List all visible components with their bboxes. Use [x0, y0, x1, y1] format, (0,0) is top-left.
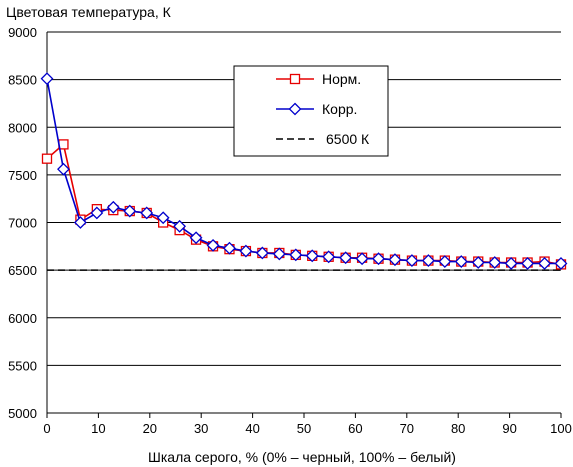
- series-corr-point: [123, 204, 137, 218]
- series-corr-point: [90, 206, 104, 220]
- series-norm-line: [46, 142, 562, 266]
- legend: Норм. Корр. 6500 К: [233, 65, 389, 157]
- gridlines: [47, 31, 561, 414]
- x-tick-label: 0: [43, 421, 50, 436]
- series-corr-point: [223, 241, 236, 255]
- x-tick-label: 80: [451, 421, 465, 436]
- y-tick-label: 7500: [8, 168, 37, 183]
- series-corr-point: [438, 255, 452, 268]
- series-corr-point: [289, 248, 303, 262]
- legend-item-6500k: 6500 К: [276, 131, 370, 147]
- y-tick-label: 5500: [8, 358, 37, 373]
- series-corr: [40, 72, 568, 270]
- series-corr-point: [521, 257, 535, 270]
- series-corr-point: [239, 244, 253, 258]
- series-corr-point: [454, 255, 468, 268]
- y-tick-label: 6500: [8, 263, 37, 278]
- series-corr-point: [504, 257, 518, 270]
- legend-swatch-marker: [289, 73, 301, 85]
- series-corr-point: [173, 219, 187, 233]
- series-corr-point: [189, 231, 203, 245]
- y-tick-label: 7000: [8, 216, 37, 231]
- series-corr-point: [538, 257, 551, 270]
- legend-label: 6500 К: [326, 131, 370, 147]
- series-corr-point: [206, 238, 220, 252]
- series-corr-point: [388, 253, 402, 267]
- x-tick-label: 60: [348, 421, 362, 436]
- legend-box: [233, 65, 389, 157]
- series-layer: [40, 72, 568, 271]
- x-axis-title: Шкала серого, % (0% – черный, 100% – бел…: [148, 449, 456, 465]
- series-corr-point: [322, 250, 336, 264]
- series-corr-point: [73, 216, 87, 229]
- y-tick-label: 9000: [8, 25, 37, 40]
- series-corr-point: [471, 256, 485, 269]
- series-corr-point: [156, 211, 170, 225]
- series-corr-point: [421, 254, 435, 268]
- legend-label: Норм.: [322, 71, 361, 87]
- x-tick-label: 100: [550, 421, 572, 436]
- x-tick-label: 90: [502, 421, 516, 436]
- x-tick-label: 10: [91, 421, 105, 436]
- legend-swatch-marker: [288, 102, 302, 116]
- series-corr-point: [355, 252, 369, 266]
- y-tick-label: 6000: [8, 311, 37, 326]
- series-corr-point: [255, 246, 269, 260]
- x-tick-label: 30: [194, 421, 208, 436]
- legend-item-corr: Корр.: [276, 101, 357, 117]
- series-corr-point: [57, 162, 70, 176]
- series-corr-point: [305, 249, 319, 263]
- x-tick-label: 40: [245, 421, 259, 436]
- series-norm-point: [41, 153, 53, 164]
- y-tick-label: 8500: [8, 73, 37, 88]
- legend-item-norm: Норм.: [276, 71, 361, 87]
- x-tick-label: 50: [297, 421, 311, 436]
- series-norm: [41, 139, 567, 270]
- series-corr-point: [140, 206, 154, 220]
- x-tick-label: 70: [400, 421, 414, 436]
- series-corr-point: [405, 254, 419, 268]
- chart-title: Цветовая температура, К: [6, 4, 172, 20]
- series-corr-point: [272, 247, 286, 261]
- x-tick-label: 20: [143, 421, 157, 436]
- legend-label: Корр.: [322, 101, 357, 117]
- y-tick-label: 5000: [8, 406, 37, 421]
- series-corr-point: [372, 252, 385, 266]
- series-corr-point: [488, 256, 502, 269]
- series-corr-point: [40, 72, 54, 86]
- y-tick-label: 8000: [8, 120, 37, 135]
- series-corr-point: [554, 257, 568, 270]
- series-corr-point: [339, 251, 353, 265]
- series-corr-point: [106, 200, 120, 214]
- axes: 5000 5500 6000 6500 7000 7500 8000 8500 9000 0 10 2…: [8, 25, 572, 436]
